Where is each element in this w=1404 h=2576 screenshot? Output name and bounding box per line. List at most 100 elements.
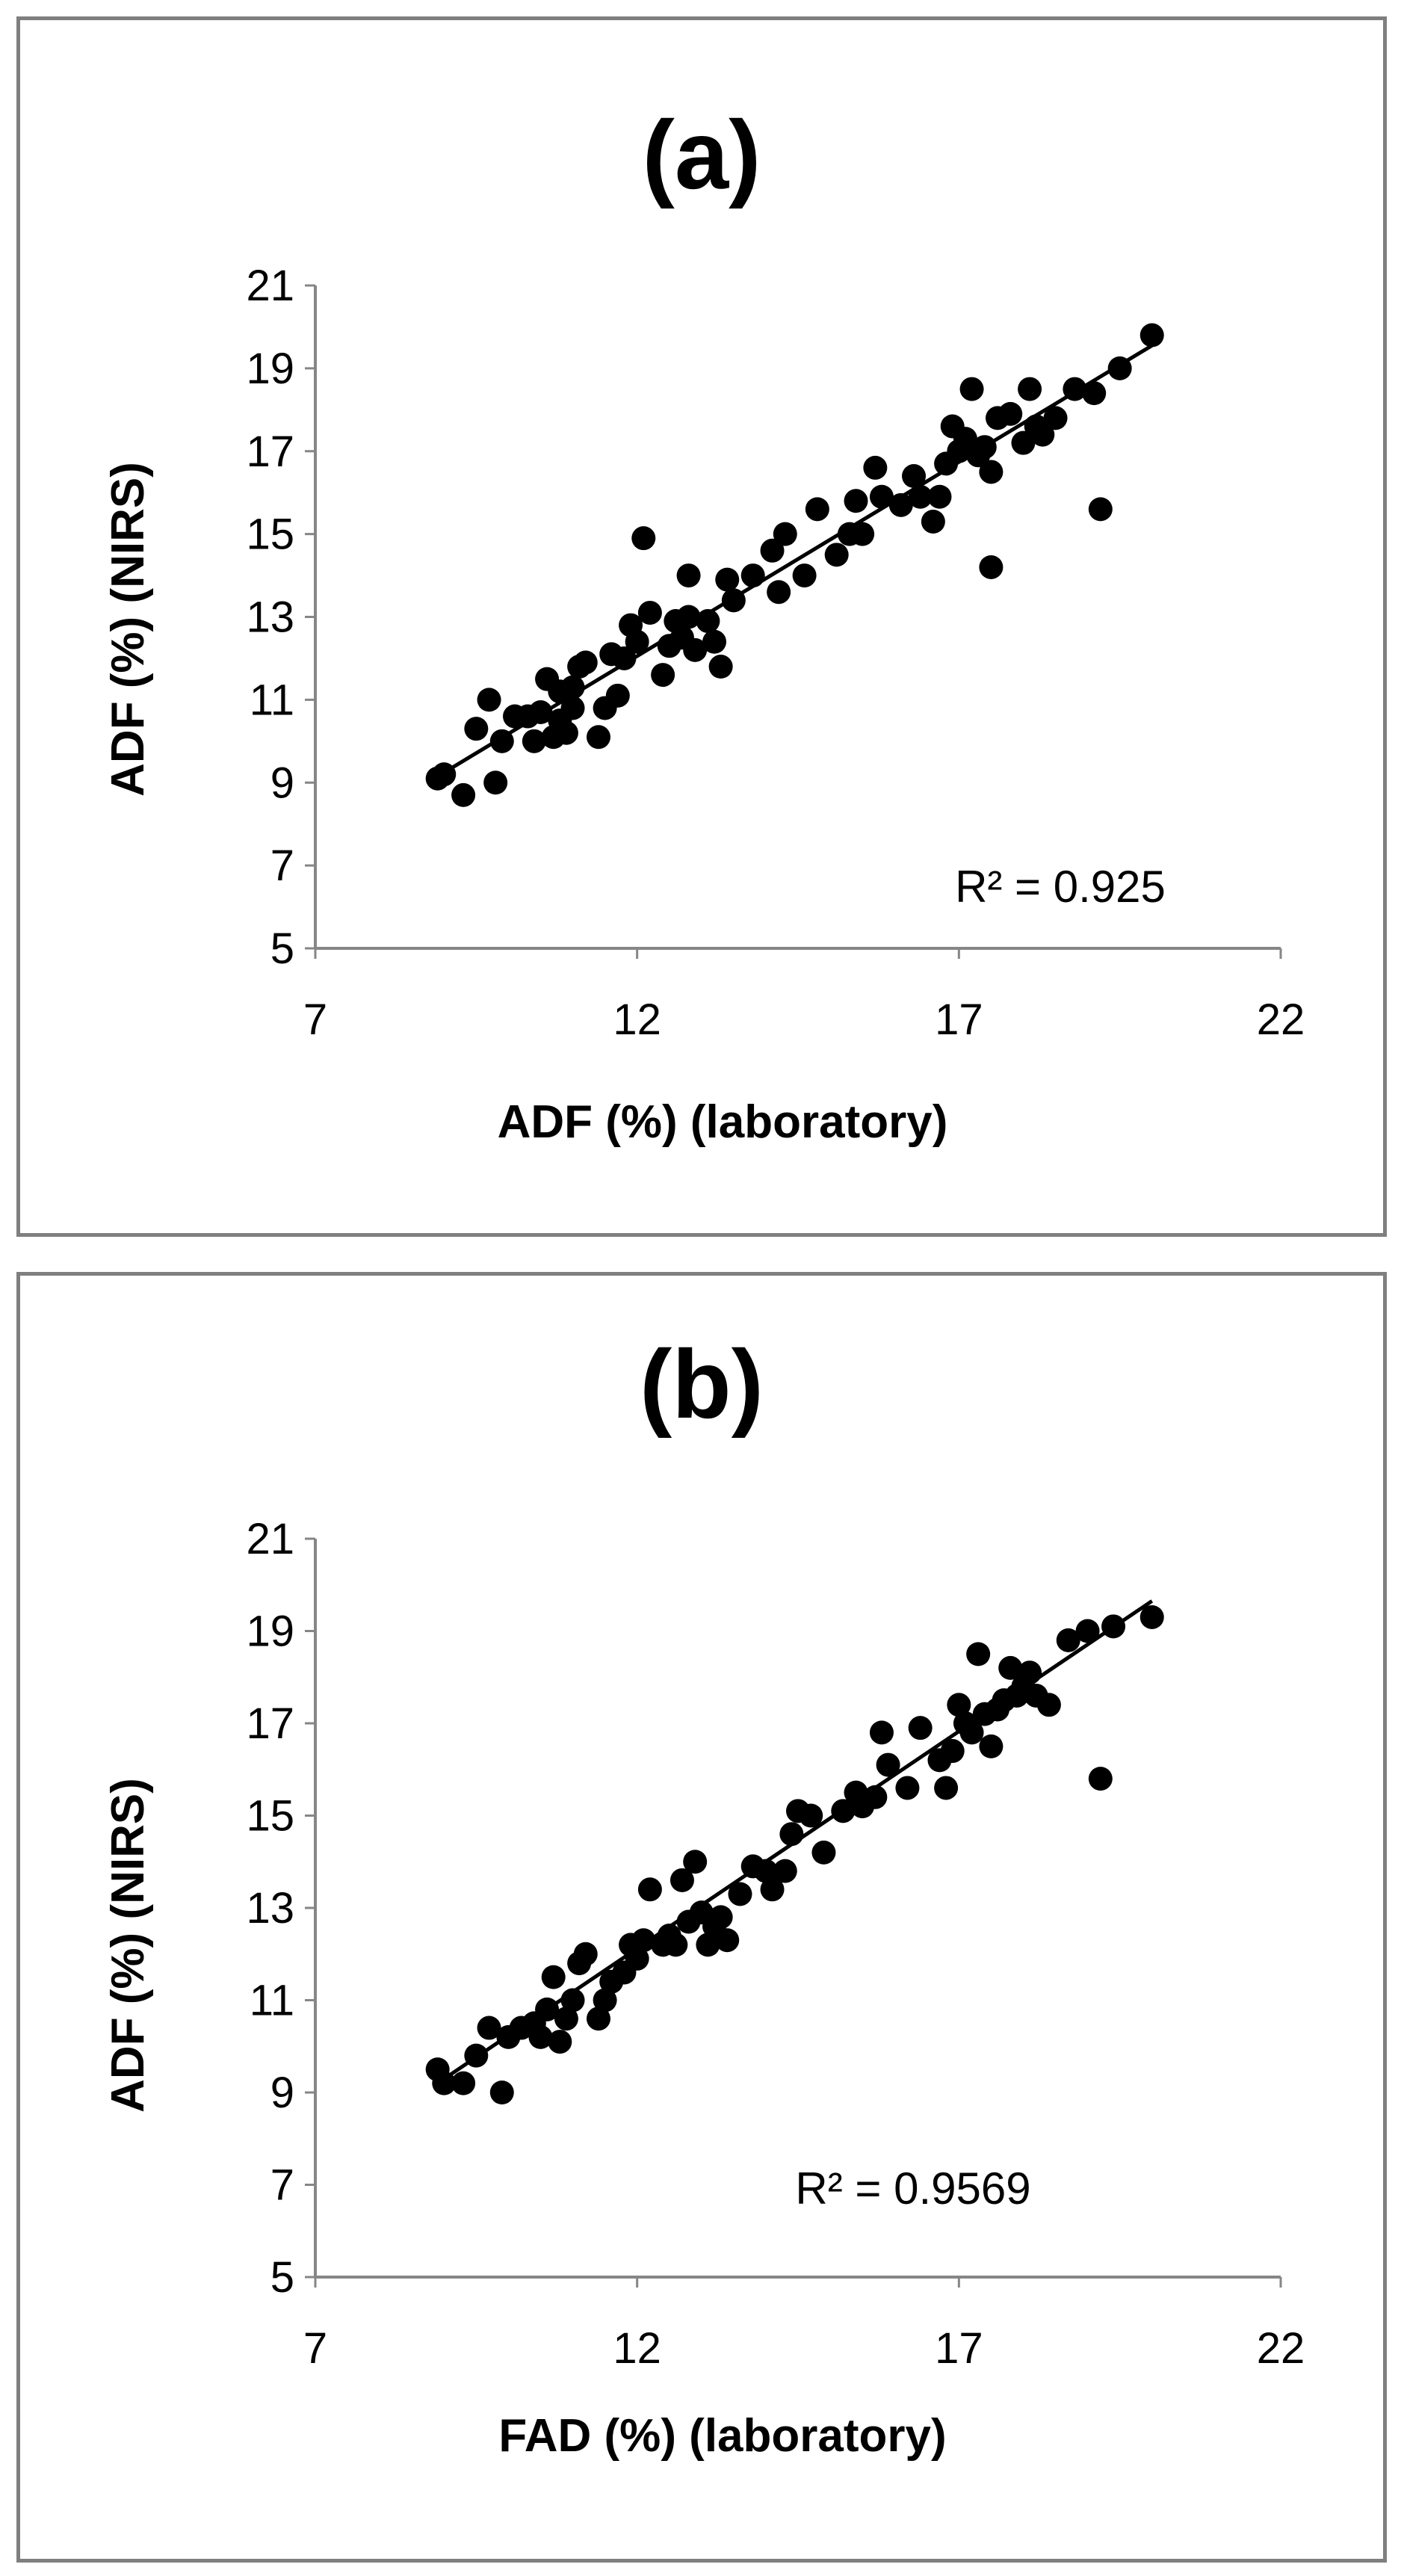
data-point (947, 1693, 971, 1717)
data-point (908, 1716, 933, 1741)
data-point (1075, 1619, 1100, 1643)
data-point (477, 688, 501, 712)
data-point (721, 588, 746, 613)
data-point (773, 522, 797, 546)
data-point (940, 1739, 965, 1764)
data-point (432, 762, 457, 787)
data-point (586, 725, 610, 750)
y-tick-label: 9 (270, 2069, 294, 2117)
data-point (972, 435, 997, 460)
data-point (1082, 381, 1107, 406)
data-point (451, 2071, 476, 2095)
data-point (953, 427, 977, 451)
data-point (715, 567, 740, 592)
data-point (554, 720, 578, 745)
data-point (1043, 406, 1068, 430)
data-point (676, 605, 701, 629)
y-tick-label: 19 (246, 1607, 294, 1656)
data-point (979, 555, 1003, 579)
data-point (464, 717, 489, 741)
data-point (863, 1785, 888, 1809)
y-tick-label: 21 (246, 262, 294, 310)
r-squared-annotation: R² = 0.925 (955, 862, 1166, 912)
y-tick-label: 9 (270, 759, 294, 807)
data-point (528, 700, 553, 725)
x-tick-label: 12 (613, 995, 661, 1044)
data-point (998, 1655, 1023, 1680)
data-point (799, 1803, 823, 1828)
data-point (664, 1933, 688, 1957)
data-point (489, 2081, 514, 2104)
data-point (869, 1720, 894, 1745)
data-point (934, 1776, 959, 1800)
x-tick-label: 22 (1257, 995, 1305, 1044)
data-point (959, 377, 984, 401)
y-axis-title: ADF (%) (NIRS) (102, 462, 154, 797)
data-point (548, 2030, 572, 2054)
chart-panel-a: (a) 5 7 9 11 13 15 17 19 21 7 12 17 22 ADF (%) (labo… (16, 16, 1387, 1237)
data-point (586, 2007, 610, 2031)
data-point (1018, 1661, 1042, 1685)
data-point (477, 2016, 501, 2040)
data-point (522, 729, 546, 753)
data-point (605, 683, 630, 708)
data-point (696, 1933, 720, 1957)
data-point (760, 538, 785, 563)
data-point (560, 1988, 585, 2013)
data-point (560, 675, 585, 699)
data-point (489, 729, 514, 753)
y-tick-label: 11 (250, 676, 294, 724)
data-point (451, 782, 476, 807)
x-axis-title: ADF (%) (laboratory) (498, 1096, 948, 1148)
data-point (902, 464, 927, 489)
data-point (959, 1720, 984, 1745)
data-point (535, 1997, 560, 2021)
data-point (863, 455, 888, 480)
y-tick-label: 7 (270, 841, 294, 890)
data-point (998, 401, 1023, 426)
data-point (779, 1822, 804, 1847)
data-point (927, 484, 952, 509)
data-point (631, 526, 656, 551)
data-point (573, 1942, 598, 1966)
data-point (637, 1877, 662, 1902)
y-tick-label: 7 (270, 2161, 294, 2210)
data-point (979, 1734, 1003, 1758)
data-point (792, 563, 817, 588)
data-point (1036, 1693, 1061, 1717)
data-point (740, 563, 765, 588)
data-point (1139, 323, 1164, 348)
data-point (1056, 1628, 1080, 1652)
chart-panel-b: (b) 5 7 9 11 13 15 17 19 21 7 12 17 22 FAD (%) (labo… (16, 1272, 1387, 2563)
r-squared-annotation: R² = 0.9569 (795, 2163, 1030, 2214)
y-tick-label: 11 (250, 1977, 294, 2025)
data-point (625, 629, 649, 654)
x-tick-label: 17 (935, 2324, 983, 2373)
data-point (708, 1905, 733, 1930)
data-point (811, 1840, 836, 1865)
data-point (625, 1946, 649, 1971)
data-point (702, 629, 727, 654)
x-tick-label: 7 (303, 995, 327, 1044)
data-point (464, 2043, 489, 2068)
data-point (1088, 497, 1113, 522)
x-axis-title: FAD (%) (laboratory) (498, 2410, 946, 2462)
data-point (1088, 1767, 1113, 1791)
data-point (554, 2007, 578, 2031)
data-point (850, 522, 875, 546)
x-tick-label: 22 (1257, 2324, 1305, 2373)
y-tick-label: 15 (246, 510, 294, 559)
y-tick-label: 17 (246, 1699, 294, 1748)
data-point (767, 580, 791, 605)
data-point (1011, 430, 1036, 455)
y-tick-label: 15 (246, 1792, 294, 1841)
data-point (869, 484, 894, 509)
data-point (831, 1799, 856, 1823)
data-point (921, 509, 945, 534)
data-point (908, 484, 933, 509)
data-point (432, 2071, 457, 2095)
x-tick-label: 17 (935, 995, 983, 1044)
y-tick-label: 13 (246, 1884, 294, 1933)
